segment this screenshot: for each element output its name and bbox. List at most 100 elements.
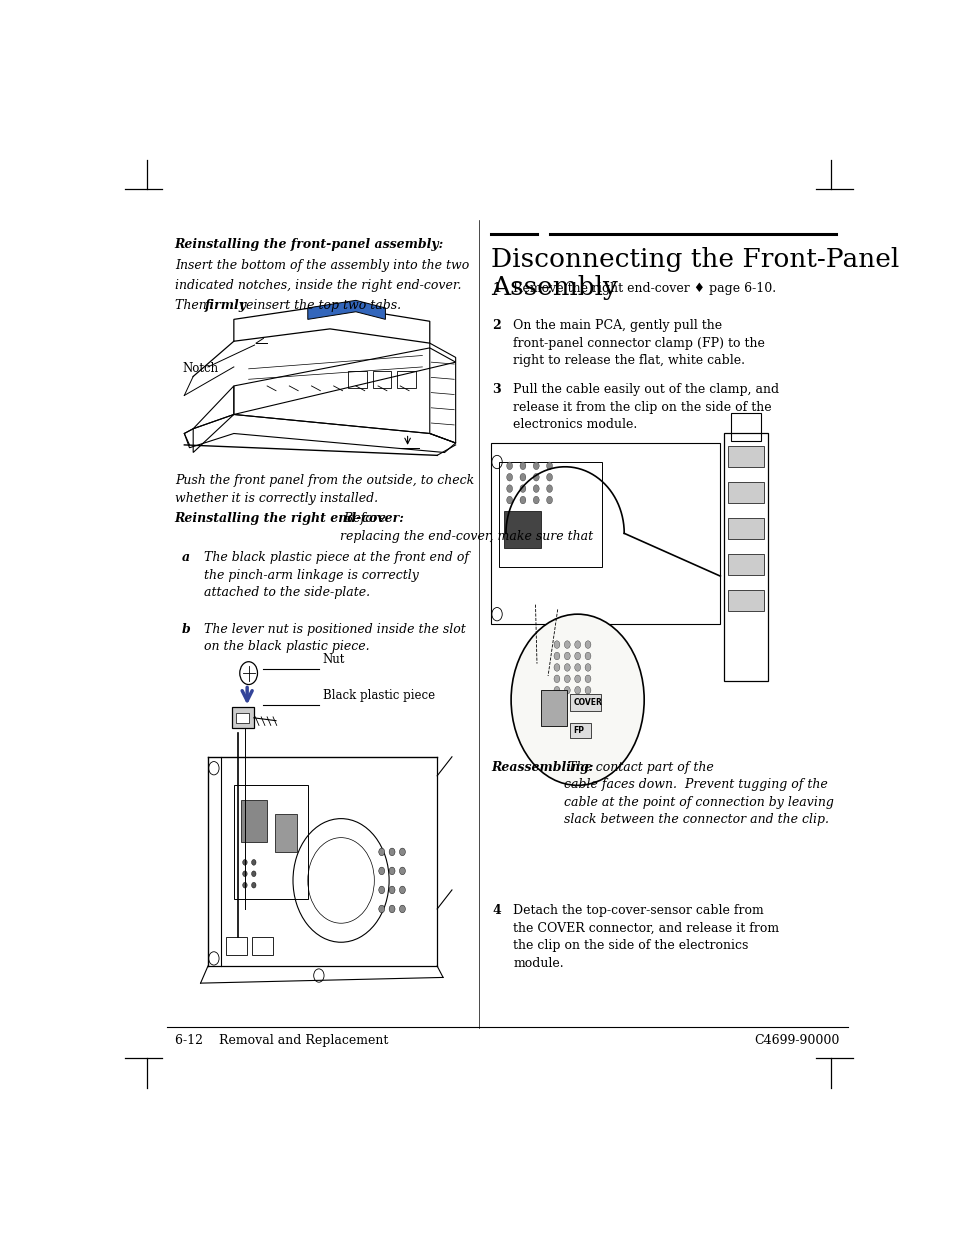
Text: Black plastic piece: Black plastic piece [322,689,435,701]
Circle shape [252,860,255,866]
Circle shape [554,652,559,659]
Text: Nut: Nut [322,652,345,666]
Circle shape [584,676,590,683]
Text: firmly: firmly [204,299,246,312]
Circle shape [533,473,538,482]
Text: The contact part of the
cable faces down.  Prevent tugging of the
cable at the p: The contact part of the cable faces down… [563,761,833,826]
Bar [348,370,367,388]
Text: Disconnecting the Front-Panel
Assembly: Disconnecting the Front-Panel Assembly [491,247,899,300]
Circle shape [399,867,405,874]
Text: Detach the top-cover-sensor cable from
the COVER connector, and release it from
: Detach the top-cover-sensor cable from t… [513,904,779,969]
Circle shape [584,663,590,672]
Circle shape [252,871,255,877]
Text: The lever nut is positioned inside the slot
on the black plastic piece.: The lever nut is positioned inside the s… [204,622,465,653]
Circle shape [574,676,580,683]
Text: Pull the cable easily out of the clamp, and
release it from the clip on the side: Pull the cable easily out of the clamp, … [513,383,779,431]
Circle shape [546,462,552,469]
Bar [241,799,267,842]
Circle shape [533,462,538,469]
Text: 1: 1 [492,283,501,295]
Text: Before
replacing the end-cover, make sure that: Before replacing the end-cover, make sur… [340,513,593,543]
Circle shape [584,652,590,659]
Bar [274,814,296,852]
Bar [728,482,763,503]
Circle shape [389,848,395,856]
Bar [731,412,760,441]
Bar [570,722,590,737]
Text: Reinstalling the front-panel assembly:: Reinstalling the front-panel assembly: [174,237,443,251]
Circle shape [554,687,559,694]
Bar [504,511,541,547]
Circle shape [584,687,590,694]
Circle shape [564,663,570,672]
Text: 4: 4 [492,904,501,918]
Circle shape [554,663,559,672]
Text: FP: FP [573,726,583,735]
Text: a: a [182,551,190,564]
Text: 6-12    Removal and Replacement: 6-12 Removal and Replacement [174,1035,388,1047]
Circle shape [242,860,247,866]
Text: 2: 2 [492,320,501,332]
Polygon shape [308,300,385,320]
Circle shape [506,473,512,482]
Bar [498,462,601,567]
Bar [252,937,273,955]
Circle shape [242,871,247,877]
Text: Remove the right end-cover ♦ page 6-10.: Remove the right end-cover ♦ page 6-10. [513,283,776,295]
Circle shape [389,905,395,913]
Circle shape [546,473,552,482]
Text: Push the front panel from the outside, to check
whether it is correctly installe: Push the front panel from the outside, t… [174,474,474,505]
Bar [728,590,763,611]
Circle shape [554,676,559,683]
Circle shape [533,496,538,504]
Bar [728,555,763,576]
Text: On the main PCA, gently pull the
front-panel connector clamp (FP) to the
right t: On the main PCA, gently pull the front-p… [513,320,764,367]
Text: indicated notches, inside the right end-cover.: indicated notches, inside the right end-… [174,279,460,293]
Circle shape [564,641,570,648]
Circle shape [564,652,570,659]
Circle shape [519,473,525,482]
Circle shape [506,485,512,493]
Circle shape [574,641,580,648]
Text: b: b [182,622,191,636]
Text: Reassembling:: Reassembling: [491,761,593,773]
Circle shape [378,905,384,913]
Circle shape [546,485,552,493]
Circle shape [378,867,384,874]
Circle shape [399,887,405,894]
Text: 3: 3 [492,383,500,396]
Bar [373,370,391,388]
Circle shape [519,485,525,493]
Circle shape [546,496,552,504]
Circle shape [519,496,525,504]
Circle shape [533,485,538,493]
Circle shape [252,882,255,888]
Circle shape [584,641,590,648]
Circle shape [574,652,580,659]
Circle shape [574,663,580,672]
Circle shape [506,496,512,504]
Circle shape [519,462,525,469]
Bar [226,937,247,955]
Circle shape [389,867,395,874]
Text: Then: Then [174,299,211,312]
Circle shape [399,848,405,856]
Circle shape [574,687,580,694]
Bar [491,443,720,624]
Text: Reinstalling the right end-cover:: Reinstalling the right end-cover: [174,513,404,525]
Circle shape [378,887,384,894]
Text: C4699-90000: C4699-90000 [754,1035,840,1047]
Bar [233,785,308,899]
Text: Insert the bottom of the assembly into the two: Insert the bottom of the assembly into t… [174,259,469,273]
Bar [232,708,253,729]
Bar [396,370,416,388]
Circle shape [242,882,247,888]
Bar [570,694,600,711]
Circle shape [399,905,405,913]
Circle shape [564,676,570,683]
Bar [728,446,763,467]
Circle shape [389,887,395,894]
Bar [723,433,767,680]
Circle shape [564,687,570,694]
Text: The black plastic piece at the front end of
the pinch-arm linkage is correctly
a: The black plastic piece at the front end… [204,551,469,599]
